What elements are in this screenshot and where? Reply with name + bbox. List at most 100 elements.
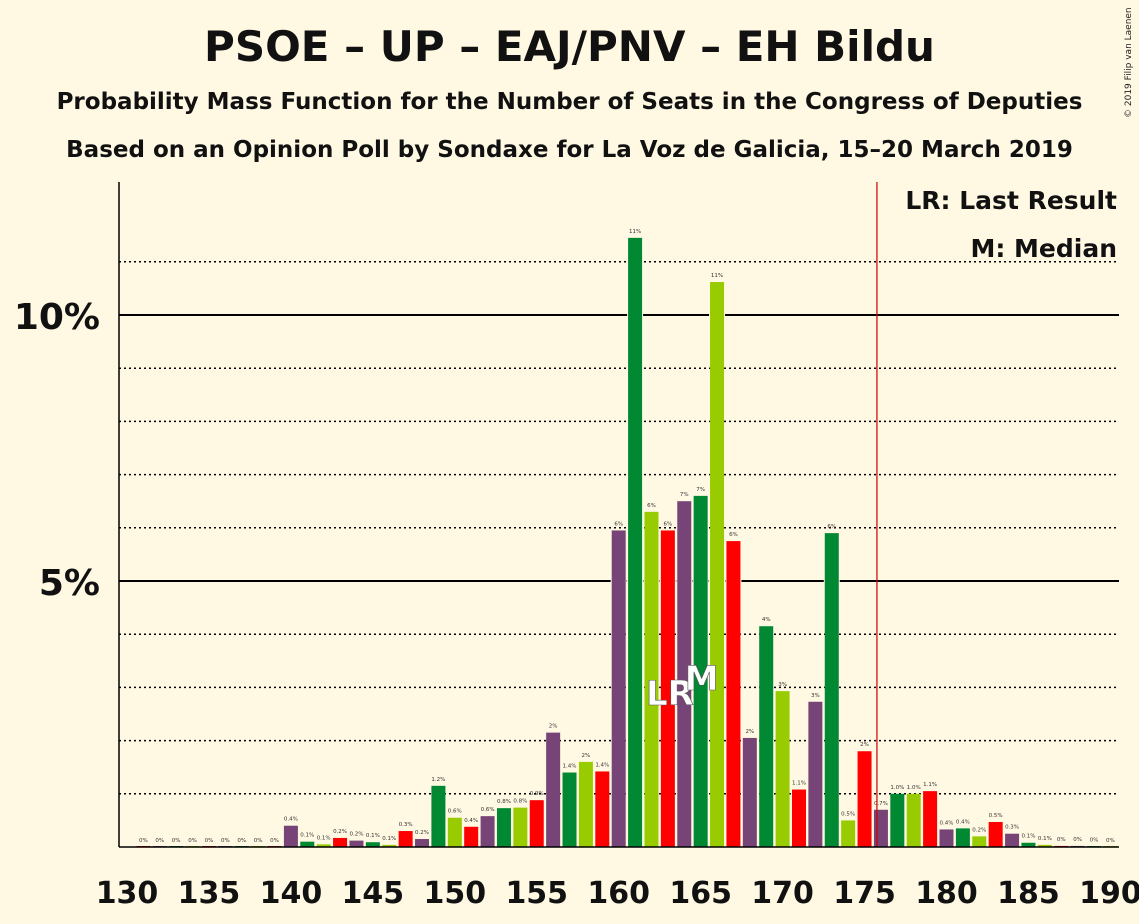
bar-146 <box>382 844 397 847</box>
last-result-marker: LR <box>646 674 694 714</box>
bar-181 <box>955 828 970 847</box>
bar-151 <box>464 826 479 847</box>
data-label-174: 0.5% <box>841 811 855 817</box>
data-label-139: 0% <box>270 838 279 844</box>
data-label-146: 0.1% <box>382 836 396 842</box>
legend-median: M: Median <box>970 234 1117 263</box>
data-label-176: 0.7% <box>874 801 888 807</box>
data-label-137: 0% <box>237 838 246 844</box>
data-label-163: 6% <box>664 521 673 527</box>
data-label-189: 0% <box>1090 837 1099 843</box>
bar-167 <box>726 541 741 847</box>
bar-165 <box>693 495 708 847</box>
data-label-147: 0.3% <box>399 822 413 828</box>
data-label-186: 0.1% <box>1038 836 1052 842</box>
bar-166 <box>710 282 725 847</box>
bar-segment-166 <box>710 579 725 583</box>
bar-182 <box>972 836 987 847</box>
bar-183 <box>988 821 1003 847</box>
bar-140 <box>283 825 298 847</box>
data-label-177: 1.0% <box>890 785 904 791</box>
data-label-136: 0% <box>221 838 230 844</box>
chart-source: Based on an Opinion Poll by Sondaxe for … <box>66 137 1073 163</box>
bar-segment-165 <box>693 579 708 583</box>
bar-175 <box>857 751 872 847</box>
bar-segment-164 <box>677 579 692 583</box>
bar-segment-161 <box>628 313 643 317</box>
bar-segment-160 <box>611 579 626 583</box>
x-tick-label-135: 135 <box>178 876 241 911</box>
data-label-182: 0.2% <box>972 827 986 833</box>
data-label-150: 0.6% <box>448 809 462 815</box>
bar-184 <box>1005 833 1020 847</box>
bar-158 <box>578 761 593 847</box>
x-tick-label-155: 155 <box>505 876 568 911</box>
bar-169 <box>759 626 774 847</box>
data-label-187: 0% <box>1057 837 1066 843</box>
chart-title: PSOE – UP – EAJ/PNV – EH Bildu <box>204 22 935 71</box>
data-label-141: 0.1% <box>300 833 314 839</box>
bar-153 <box>496 808 511 847</box>
data-label-165: 7% <box>696 487 705 493</box>
data-label-168: 2% <box>745 729 754 735</box>
data-label-171: 1.1% <box>792 781 806 787</box>
data-label-143: 0.2% <box>333 829 347 835</box>
bar-173 <box>824 533 839 847</box>
bar-174 <box>841 820 856 847</box>
x-tick-label-140: 140 <box>260 876 323 911</box>
x-tick-label-180: 180 <box>915 876 978 911</box>
data-label-140: 0.4% <box>284 817 298 823</box>
data-label-155: 0.9% <box>530 791 544 797</box>
data-label-183: 0.5% <box>989 813 1003 819</box>
bar-186 <box>1037 844 1052 847</box>
data-label-181: 0.4% <box>956 819 970 825</box>
data-label-167: 6% <box>729 532 738 538</box>
data-label-190: 0% <box>1106 838 1115 844</box>
data-label-180: 0.4% <box>940 820 954 826</box>
bar-172 <box>808 701 823 847</box>
median-marker: M <box>685 659 719 699</box>
x-tick-label-190: 190 <box>1079 876 1139 911</box>
bar-168 <box>742 737 757 847</box>
bar-170 <box>775 691 790 847</box>
x-tick-label-165: 165 <box>669 876 732 911</box>
data-label-138: 0% <box>254 838 263 844</box>
bar-segment-163 <box>660 579 675 583</box>
data-label-160: 6% <box>614 521 623 527</box>
x-tick-label-145: 145 <box>342 876 405 911</box>
data-label-157: 1.4% <box>563 764 577 770</box>
bar-171 <box>791 789 806 847</box>
data-label-173: 6% <box>827 524 836 530</box>
data-label-149: 1.2% <box>431 777 445 783</box>
bar-156 <box>546 732 561 847</box>
bar-176 <box>873 809 888 847</box>
bar-150 <box>447 817 462 847</box>
bar-152 <box>480 816 495 847</box>
bar-segment-173 <box>824 579 839 583</box>
data-label-145: 0.1% <box>366 833 380 839</box>
data-label-185: 0.1% <box>1021 834 1035 840</box>
data-label-161: 11% <box>629 229 641 235</box>
bar-segment-166 <box>710 313 725 317</box>
bar-164 <box>677 501 692 847</box>
data-label-166: 11% <box>711 273 723 279</box>
data-label-132: 0% <box>155 838 164 844</box>
data-label-170: 3% <box>778 682 787 688</box>
bar-180 <box>939 829 954 847</box>
data-label-156: 2% <box>549 724 558 730</box>
x-tick-label-160: 160 <box>587 876 650 911</box>
bar-segment-161 <box>628 579 643 583</box>
x-tick-label-150: 150 <box>423 876 486 911</box>
data-label-131: 0% <box>139 838 148 844</box>
bar-159 <box>595 771 610 847</box>
bar-160 <box>611 530 626 847</box>
bar-154 <box>513 807 528 847</box>
bar-157 <box>562 772 577 847</box>
bar-147 <box>398 831 413 847</box>
bar-177 <box>890 793 905 847</box>
bar-145 <box>365 842 380 847</box>
bar-segment-162 <box>644 579 659 583</box>
legend-last-result: LR: Last Result <box>905 186 1117 215</box>
data-label-158: 2% <box>582 753 591 759</box>
